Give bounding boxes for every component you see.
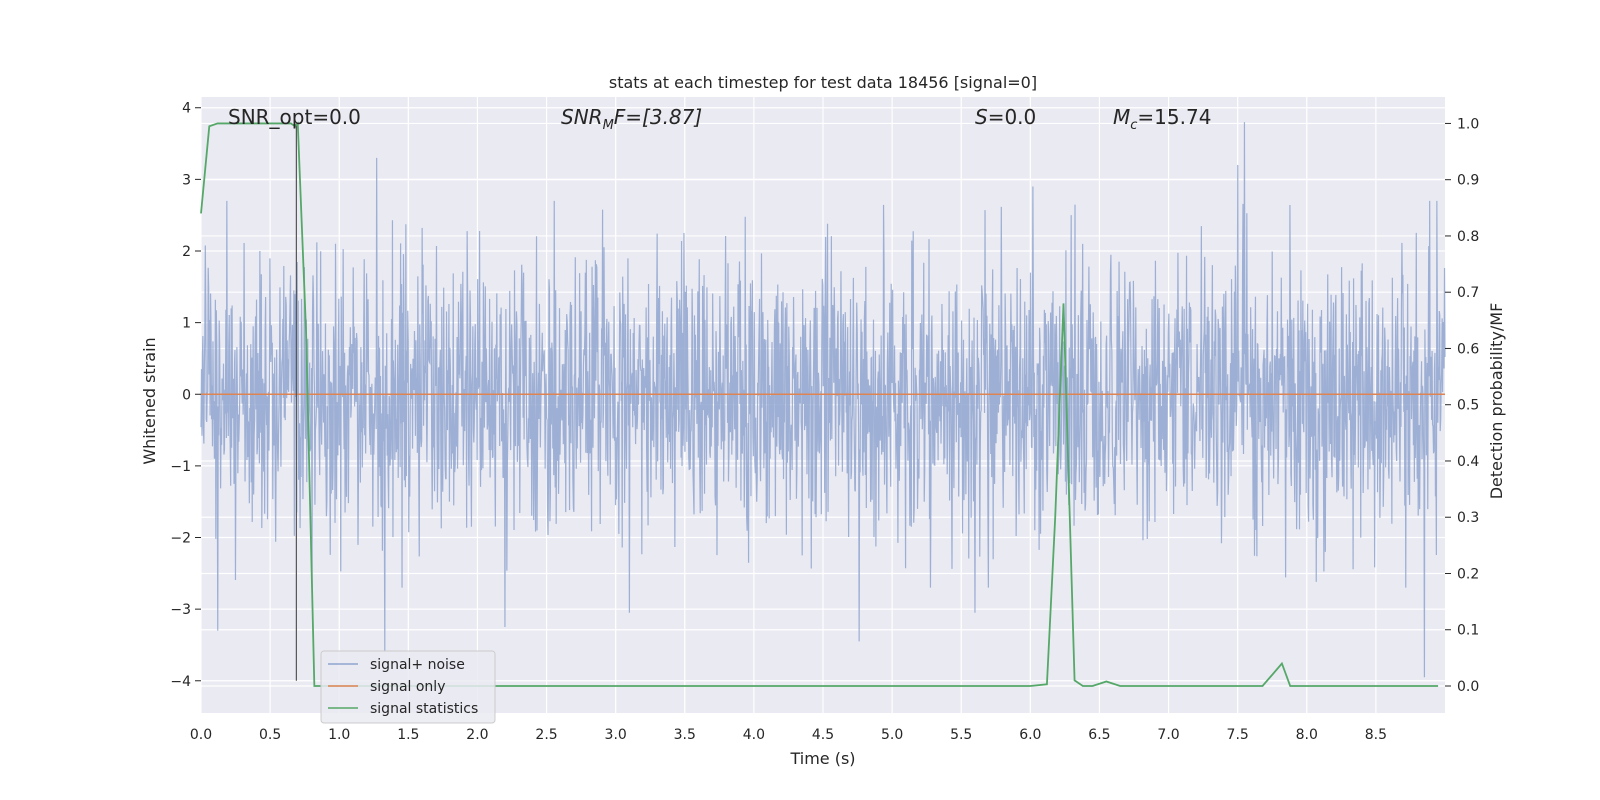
x-tick-label: 2.0 [466, 727, 488, 743]
y2-tick-label: 0.7 [1457, 285, 1479, 301]
y-tick-label: −3 [170, 602, 191, 618]
x-tick-label: 1.5 [397, 727, 419, 743]
annotation-snr-opt: SNR_opt=0.0 [228, 105, 361, 129]
y-tick-label: 2 [182, 244, 191, 260]
y-tick-label: −4 [170, 674, 191, 690]
annotation-mc-tail: =15.74 [1137, 105, 1211, 129]
legend-label-signal: signal only [370, 679, 445, 695]
y-tick-label: −1 [170, 459, 191, 475]
y2-tick-label: 0.6 [1457, 341, 1479, 357]
annotation-snr-mf-sub: M [603, 118, 614, 133]
y2-tick-label: 0.8 [1457, 229, 1479, 245]
x-tick-label: 3.0 [605, 727, 627, 743]
annotation-mc: Mc=15.74 [1113, 105, 1211, 133]
annotation-s-symbol: S [975, 105, 988, 129]
y-tick-label: −2 [170, 531, 191, 547]
x-tick-label: 6.5 [1088, 727, 1110, 743]
x-tick-label: 4.0 [743, 727, 765, 743]
x-tick-label: 3.5 [674, 727, 696, 743]
y-tick-label: 0 [182, 387, 191, 403]
y-axis-label: Whitened strain [140, 337, 159, 464]
y2-axis-label: Detection probability/MF [1487, 303, 1506, 500]
y2-tick-label: 0.2 [1457, 566, 1479, 582]
legend-box [320, 650, 496, 724]
x-tick-label: 4.5 [812, 727, 834, 743]
legend-label-noise: signal+ noise [370, 657, 465, 673]
x-axis: 0.0 0.5 1.0 1.5 2.0 2.5 3.0 3.5 4.0 4.5 5.0 5.5 6.0 6… [190, 727, 1387, 743]
legend: signal+ noise signal only signal statist… [320, 650, 496, 724]
y2-tick-label: 0.5 [1457, 398, 1479, 414]
x-tick-label: 0.5 [259, 727, 281, 743]
y2-tick-label: 0.9 [1457, 173, 1479, 189]
annotation-snr-mf: SNRMF=[3.87] [561, 105, 702, 133]
x-tick-label: 5.5 [950, 727, 972, 743]
annotation-mc-sub: c [1130, 118, 1137, 133]
y-tick-label: 3 [182, 172, 191, 188]
y-axis-right: 0.0 0.1 0.2 0.3 0.4 0.5 0.6 0.7 0.8 0.9 1.0 [1445, 116, 1479, 695]
y2-tick-label: 0.0 [1457, 679, 1479, 695]
annotation-s: S=0.0 [975, 105, 1036, 129]
x-tick-label: 8.5 [1365, 727, 1387, 743]
y2-tick-label: 0.3 [1457, 510, 1479, 526]
x-tick-label: 1.0 [328, 727, 350, 743]
x-tick-label: 6.0 [1019, 727, 1041, 743]
y-tick-label: 4 [182, 101, 191, 117]
legend-label-statistics: signal statistics [370, 701, 478, 717]
signal-noise-series [200, 122, 1446, 678]
y2-tick-label: 1.0 [1457, 116, 1479, 132]
annotation-mc-symbol: M [1113, 105, 1130, 129]
x-tick-label: 7.0 [1157, 727, 1179, 743]
signal-statistics-line [200, 121, 1439, 687]
x-tick-label: 2.5 [535, 727, 557, 743]
annotation-s-tail: =0.0 [988, 105, 1037, 129]
y-axis-left: −4 −3 −2 −1 0 1 2 3 4 [170, 101, 201, 690]
y2-tick-label: 0.1 [1457, 623, 1479, 639]
x-tick-label: 5.0 [881, 727, 903, 743]
chart-title: stats at each timestep for test data 184… [609, 73, 1037, 92]
y-tick-label: 1 [182, 316, 191, 332]
x-tick-label: 8.0 [1296, 727, 1318, 743]
line-series [200, 121, 1445, 687]
x-axis-label: Time (s) [789, 749, 855, 768]
signal-noise-line [200, 122, 1446, 678]
x-tick-label: 0.0 [190, 727, 212, 743]
y2-tick-label: 0.4 [1457, 454, 1479, 470]
annotation-snr-mf-symbol: SNR [561, 105, 603, 129]
annotations: SNR_opt=0.0 SNRMF=[3.87] S=0.0 Mc=15.74 [228, 105, 1211, 133]
annotation-snr-mf-tail: F=[3.87] [614, 105, 702, 129]
x-tick-label: 7.5 [1227, 727, 1249, 743]
